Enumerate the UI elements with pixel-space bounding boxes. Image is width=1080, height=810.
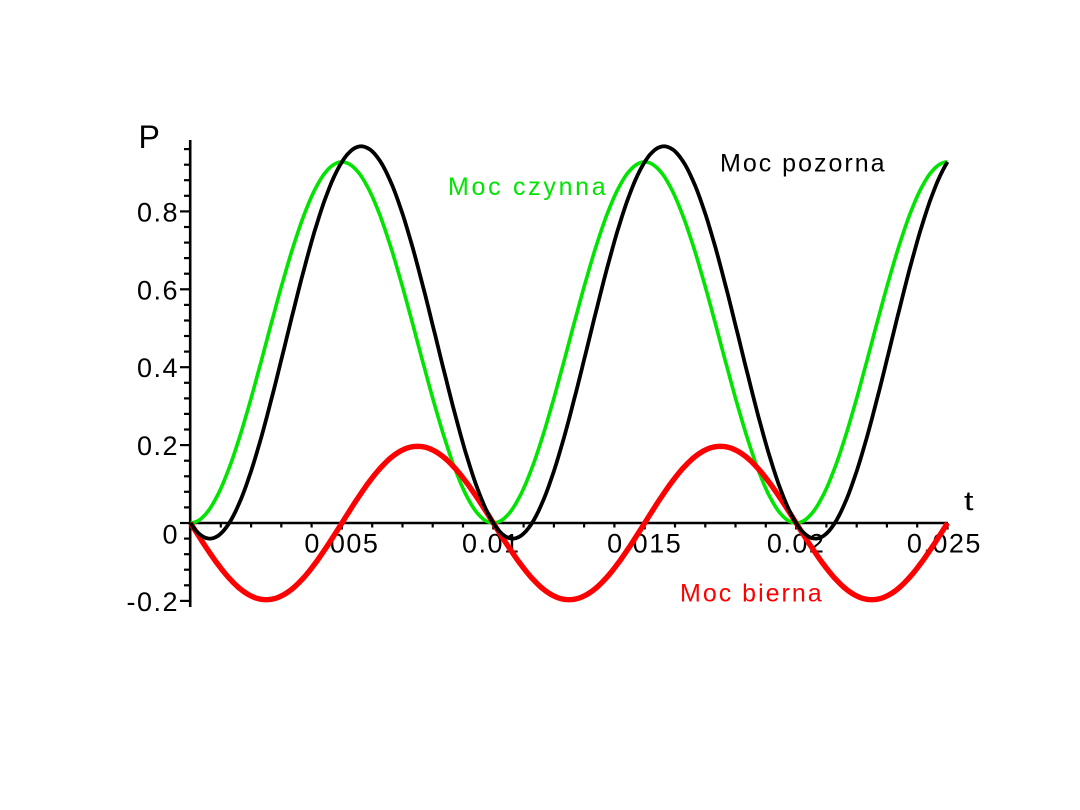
svg-text:0.2: 0.2 bbox=[137, 431, 179, 461]
svg-text:0.4: 0.4 bbox=[137, 353, 179, 383]
svg-text:P: P bbox=[139, 119, 160, 155]
svg-text:0.01: 0.01 bbox=[462, 529, 521, 559]
svg-text:0: 0 bbox=[162, 519, 179, 549]
svg-text:0.005: 0.005 bbox=[304, 529, 379, 559]
svg-text:0.6: 0.6 bbox=[137, 275, 179, 305]
svg-text:Moc bierna: Moc bierna bbox=[680, 580, 824, 608]
svg-text:0.015: 0.015 bbox=[607, 529, 682, 559]
svg-text:Moc pozorna: Moc pozorna bbox=[720, 150, 887, 178]
svg-text:0.8: 0.8 bbox=[137, 197, 179, 227]
svg-text:t: t bbox=[964, 486, 974, 516]
svg-text:Moc czynna: Moc czynna bbox=[448, 173, 608, 201]
svg-text:-0.2: -0.2 bbox=[126, 587, 179, 617]
